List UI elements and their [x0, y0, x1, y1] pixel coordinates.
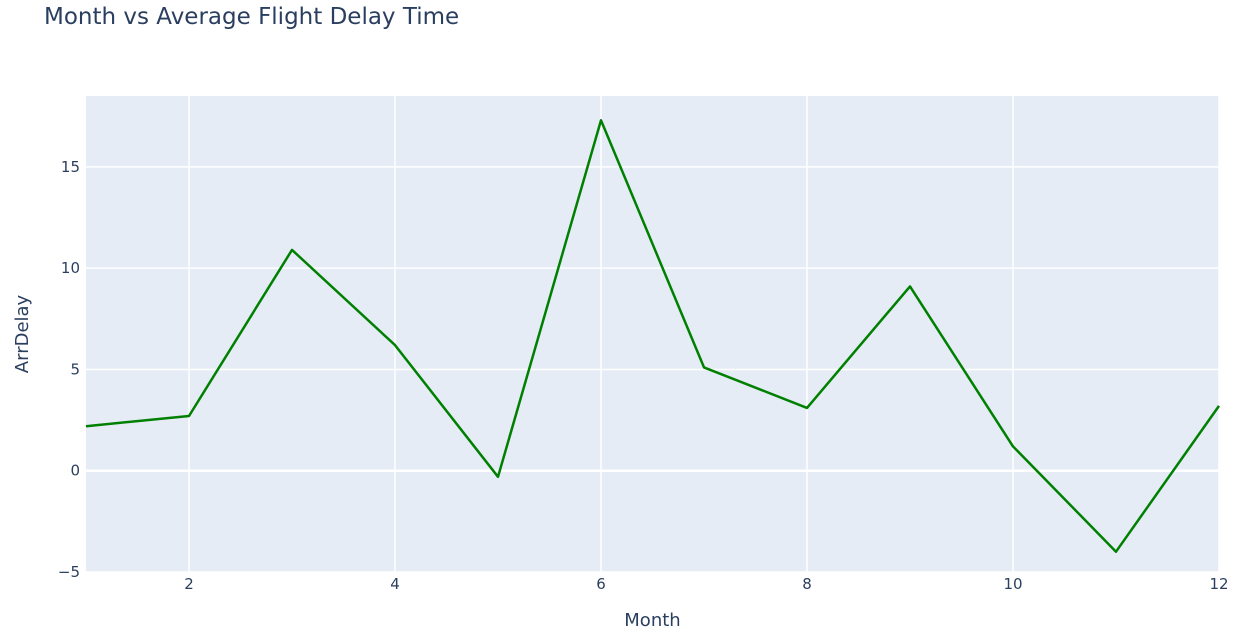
grid-lines	[86, 96, 1220, 573]
x-tick-label: 4	[390, 575, 400, 593]
plot-area	[86, 96, 1219, 572]
y-tick-label: 10	[61, 259, 80, 277]
series-line	[85, 119, 1221, 553]
x-axis-title: Month	[624, 610, 680, 631]
x-tick-label: 6	[596, 575, 606, 593]
series-layer	[85, 119, 1221, 553]
x-tick-label: 2	[184, 575, 194, 593]
y-tick-label: 5	[70, 360, 80, 378]
x-tick-label: 8	[802, 575, 812, 593]
tick-labels: 2 4 6 8 10 12 −5 0 5 10 15	[58, 158, 1229, 593]
x-tick-label: 10	[1003, 575, 1022, 593]
y-axis-title: ArrDelay	[12, 294, 33, 373]
x-tick-label: 12	[1209, 575, 1228, 593]
y-tick-label: −5	[58, 563, 80, 581]
y-tick-label: 0	[70, 462, 80, 480]
chart-title: Month vs Average Flight Delay Time	[44, 4, 460, 30]
y-tick-label: 15	[61, 158, 80, 176]
